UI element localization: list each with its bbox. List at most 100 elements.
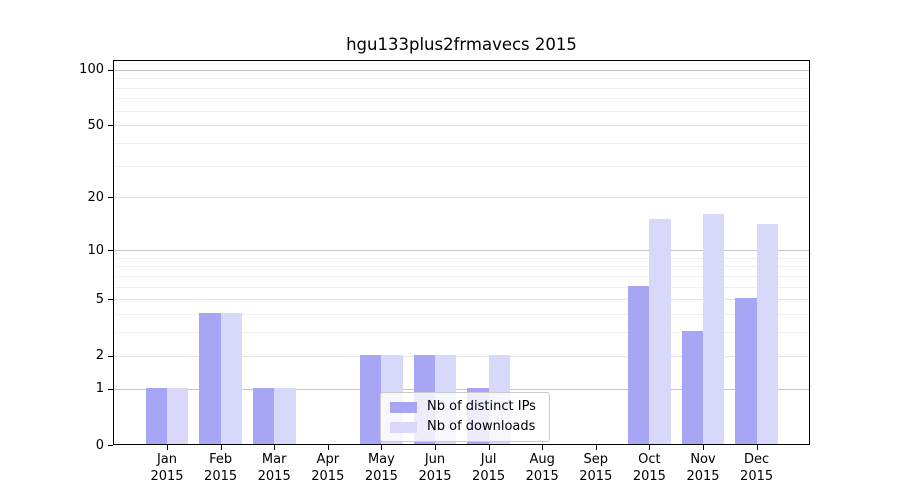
legend-label-distinct-ips: Nb of distinct IPs: [427, 399, 536, 414]
x-tick-year: 2015: [311, 468, 345, 484]
x-tick-month: Jul: [480, 452, 497, 467]
y-tick-mark: [108, 299, 113, 301]
bar-nb-of-distinct-ips-dec: [735, 298, 757, 444]
minor-gridline: [114, 98, 809, 100]
x-tick-mark: [703, 445, 704, 450]
x-tick-label: Jul 2015: [449, 452, 529, 485]
legend-swatch-downloads: [390, 421, 417, 433]
x-tick-mark: [167, 445, 168, 450]
x-tick-label: Sep 2015: [556, 452, 636, 485]
x-tick-label: Apr 2015: [288, 452, 368, 485]
y-tick-label: 5: [95, 291, 104, 307]
x-tick-mark: [327, 445, 329, 450]
bar-nb-of-downloads-nov: [703, 213, 725, 444]
y-tick-label: 100: [79, 62, 104, 78]
legend-swatch-distinct-ips: [390, 401, 417, 413]
plot-area: Nb of distinct IPs Nb of downloads: [113, 60, 810, 445]
x-tick-month: Aug: [529, 452, 555, 467]
x-tick-mark: [381, 445, 383, 450]
x-tick-label: Aug 2015: [502, 452, 582, 485]
x-tick-month: Feb: [209, 452, 233, 467]
minor-gridline: [114, 314, 809, 316]
y-tick-mark: [108, 250, 113, 252]
y-tick-mark: [108, 125, 113, 127]
x-tick-month: Oct: [638, 452, 661, 467]
x-tick-year: 2015: [525, 468, 559, 484]
x-tick-month: Jun: [424, 452, 446, 467]
x-tick-label: Jan 2015: [127, 452, 207, 485]
x-tick-year: 2015: [472, 468, 506, 484]
y-tick-label: 2: [95, 348, 104, 364]
x-tick-year: 2015: [686, 468, 720, 484]
x-tick-label: Feb 2015: [181, 452, 261, 485]
x-tick-year: 2015: [364, 468, 398, 484]
x-tick-label: Mar 2015: [234, 452, 314, 485]
major-gridline: [114, 355, 809, 357]
x-tick-label: Dec 2015: [717, 452, 797, 485]
y-tick-mark: [108, 355, 113, 357]
x-tick-label: May 2015: [341, 452, 421, 485]
x-tick-label: Jun 2015: [395, 452, 475, 485]
legend-item-downloads: Nb of downloads: [390, 420, 539, 434]
decade-gridline: [114, 250, 809, 252]
x-tick-year: 2015: [632, 468, 666, 484]
x-tick-label: Nov 2015: [663, 452, 743, 485]
x-tick-mark: [488, 445, 490, 450]
y-tick-mark: [108, 445, 113, 446]
minor-gridline: [114, 257, 809, 259]
chart-title: hgu133plus2frmavecs 2015: [346, 35, 577, 54]
x-tick-month: May: [367, 452, 395, 467]
bar-nb-of-distinct-ips-nov: [681, 331, 703, 444]
major-gridline: [114, 125, 809, 127]
minor-gridline: [114, 165, 809, 167]
minor-gridline: [114, 266, 809, 268]
x-tick-year: 2015: [150, 468, 184, 484]
minor-gridline: [114, 110, 809, 112]
x-tick-mark: [649, 445, 651, 450]
y-tick-mark: [108, 69, 113, 71]
minor-gridline: [114, 87, 809, 89]
bar-nb-of-downloads-oct: [649, 218, 671, 444]
y-tick-mark: [108, 388, 113, 390]
x-tick-mark: [220, 445, 222, 450]
bar-nb-of-distinct-ips-mar: [252, 387, 275, 444]
y-tick-label: 0: [95, 437, 104, 453]
bar-nb-of-distinct-ips-may: [360, 354, 382, 444]
x-tick-month: Nov: [690, 452, 716, 467]
x-tick-month: Mar: [261, 452, 287, 467]
x-tick-month: Jan: [156, 452, 178, 467]
legend: Nb of distinct IPs Nb of downloads: [380, 392, 550, 442]
bar-nb-of-downloads-dec: [756, 223, 778, 444]
bar-nb-of-distinct-ips-feb: [199, 313, 221, 444]
minor-gridline: [114, 275, 809, 277]
y-tick-mark: [108, 197, 113, 199]
x-tick-mark: [435, 445, 436, 450]
x-tick-year: 2015: [257, 468, 291, 484]
x-tick-year: 2015: [418, 468, 452, 484]
minor-gridline: [114, 78, 809, 80]
x-tick-label: Oct 2015: [609, 452, 689, 485]
x-tick-year: 2015: [579, 468, 613, 484]
x-tick-year: 2015: [740, 468, 774, 484]
y-tick-label: 1: [95, 381, 104, 397]
bar-nb-of-downloads-jan: [167, 387, 189, 444]
y-tick-label: 50: [87, 117, 104, 133]
legend-label-downloads: Nb of downloads: [427, 419, 536, 434]
bar-nb-of-distinct-ips-jan: [145, 387, 167, 444]
x-tick-mark: [542, 445, 544, 450]
x-tick-year: 2015: [204, 468, 238, 484]
minor-gridline: [114, 143, 809, 145]
x-tick-month: Apr: [316, 452, 340, 467]
y-tick-label: 20: [87, 189, 104, 205]
x-tick-mark: [756, 445, 758, 450]
legend-item-distinct-ips: Nb of distinct IPs: [390, 400, 539, 414]
x-tick-month: Sep: [583, 452, 609, 467]
major-gridline: [114, 197, 809, 199]
x-tick-month: Dec: [744, 452, 770, 467]
bar-nb-of-downloads-mar: [274, 387, 296, 444]
y-tick-label: 10: [87, 242, 104, 258]
x-tick-mark: [595, 445, 597, 450]
bar-nb-of-distinct-ips-oct: [628, 285, 650, 444]
decade-gridline: [114, 388, 809, 390]
